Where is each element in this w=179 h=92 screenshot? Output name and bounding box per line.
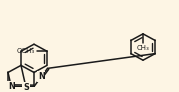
Text: N: N [8, 82, 14, 91]
Text: CH₃: CH₃ [137, 45, 149, 51]
Text: N: N [38, 72, 45, 81]
Text: S: S [23, 83, 29, 92]
Text: OCH₃: OCH₃ [17, 48, 35, 54]
